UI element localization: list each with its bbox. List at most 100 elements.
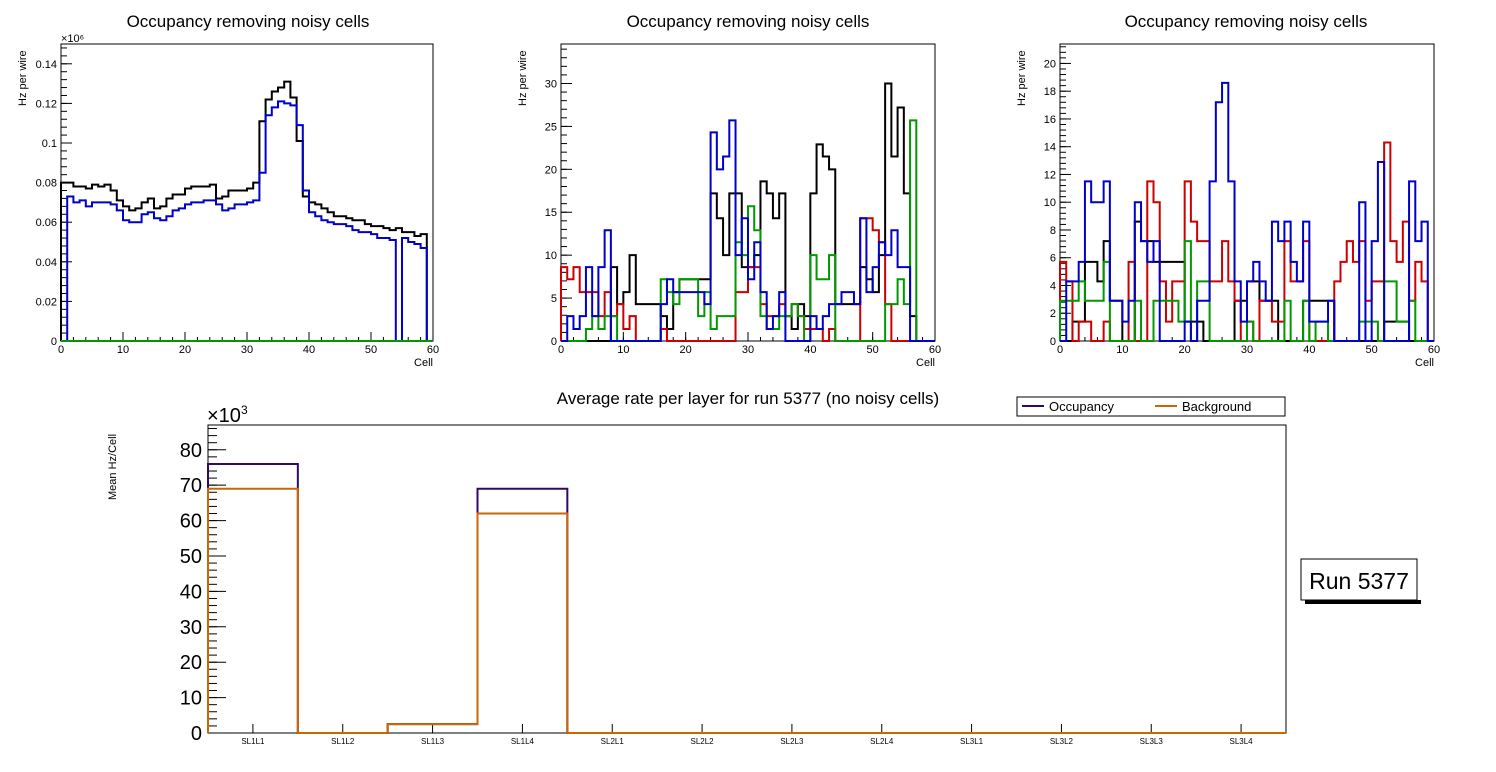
- x-category-label: SL1L1: [241, 737, 265, 746]
- x-tick-label: 30: [241, 344, 253, 356]
- x-tick-label: 10: [1116, 344, 1128, 356]
- x-category-label: SL1L2: [331, 737, 355, 746]
- y-tick-label: 14: [1044, 142, 1056, 154]
- x-tick-label: 10: [617, 344, 629, 356]
- panel-occupancy-3: Occupancy removing noisy cells Hz per wi…: [1016, 12, 1440, 369]
- y-tick-label: 20: [1044, 58, 1056, 70]
- legend-box: [1016, 396, 1286, 417]
- y-tick-label: 0: [191, 723, 202, 745]
- series-black: [60, 80, 433, 342]
- series-blue: [1060, 81, 1434, 342]
- series-green: [1059, 240, 1434, 342]
- x-axis-label: Cell: [414, 357, 433, 369]
- y-tick-label: 16: [1044, 114, 1056, 126]
- y-tick-label: 70: [180, 475, 202, 497]
- x-tick-label: 20: [179, 344, 191, 356]
- x-tick-label: 60: [929, 344, 941, 356]
- y-tick-label: 0.06: [36, 217, 57, 229]
- y-tick-label: 5: [551, 293, 557, 305]
- y-tick-label: 30: [180, 617, 202, 639]
- y-axis-label: Hz per wire: [1016, 50, 1028, 106]
- y-axis-label: Mean Hz/Cell: [107, 434, 119, 500]
- x-tick-label: 40: [1303, 344, 1315, 356]
- y-tick-label: 4: [1050, 280, 1056, 292]
- y-tick-label: 30: [545, 78, 557, 90]
- y-tick-label: 80: [180, 440, 202, 462]
- panel-occupancy-1: Occupancy removing noisy cells Hz per wi…: [17, 12, 439, 369]
- y-tick-label: 8: [1050, 225, 1056, 237]
- panel-average-rate: Average rate per layer for run 5377 (no …: [107, 389, 1421, 746]
- series-background: [207, 487, 1286, 734]
- x-category-label: SL2L1: [601, 737, 625, 746]
- run-label-frame: [1300, 558, 1418, 601]
- y-tick-label: 0: [1050, 336, 1056, 348]
- x-tick-label: 20: [680, 344, 692, 356]
- y-tick-label: 10: [180, 688, 202, 710]
- legend: Occupancy Background: [1016, 396, 1286, 417]
- x-tick-label: 60: [427, 344, 439, 356]
- y-tick-label: 0.14: [36, 59, 57, 71]
- chart-title: Occupancy removing noisy cells: [1125, 12, 1368, 31]
- panel-occupancy-2: Occupancy removing noisy cells Hz per wi…: [517, 12, 941, 369]
- y-tick-label: 20: [180, 652, 202, 674]
- x-axis-label: Cell: [1415, 357, 1434, 369]
- x-tick-label: 40: [804, 344, 816, 356]
- y-tick-label: 2: [1050, 308, 1056, 320]
- x-tick-label: 30: [1241, 344, 1253, 356]
- x-category-label: SL2L3: [780, 737, 804, 746]
- x-category-label: SL2L2: [691, 737, 715, 746]
- chart-title: Average rate per layer for run 5377 (no …: [557, 389, 939, 408]
- x-tick-label: 50: [1366, 344, 1378, 356]
- run-label: Run 5377: [1309, 568, 1409, 594]
- y-tick-label: 6: [1050, 253, 1056, 265]
- y-tick-label: 10: [545, 250, 557, 262]
- y-tick-label: 0.08: [36, 178, 57, 190]
- plot-frame: [207, 424, 1287, 734]
- x-category-label: SL3L2: [1050, 737, 1074, 746]
- legend-label-background: Background: [1182, 399, 1251, 414]
- x-category-label: SL1L4: [511, 737, 535, 746]
- run-label-shadow: [1305, 600, 1421, 604]
- series-blue: [561, 119, 935, 342]
- y-exponent-label: ×103: [207, 403, 248, 427]
- legend-label-occupancy: Occupancy: [1049, 399, 1115, 414]
- x-category-label: SL1L3: [421, 737, 445, 746]
- y-tick-label: 12: [1044, 169, 1056, 181]
- y-tick-label: 10: [1044, 197, 1056, 209]
- y-axis-label: Hz per wire: [517, 50, 529, 106]
- y-exponent-label: ×10⁶: [61, 33, 84, 45]
- x-tick-label: 50: [867, 344, 879, 356]
- y-tick-label: 0.02: [36, 296, 57, 308]
- x-tick-label: 10: [117, 344, 129, 356]
- x-tick-label: 50: [365, 344, 377, 356]
- y-tick-label: 0.04: [36, 257, 57, 269]
- y-tick-label: 50: [180, 546, 202, 568]
- y-tick-label: 18: [1044, 86, 1056, 98]
- y-tick-label: 0.12: [36, 98, 57, 110]
- series-blue: [61, 100, 433, 342]
- x-tick-label: 30: [742, 344, 754, 356]
- y-tick-label: 25: [545, 121, 557, 133]
- y-tick-label: 0: [551, 336, 557, 348]
- chart-title: Occupancy removing noisy cells: [627, 12, 870, 31]
- x-tick-label: 0: [1057, 344, 1063, 356]
- x-tick-label: 20: [1179, 344, 1191, 356]
- x-category-label: SL3L4: [1230, 737, 1254, 746]
- y-tick-label: 0.1: [42, 138, 57, 150]
- x-tick-label: 40: [303, 344, 315, 356]
- run-label-box: Run 5377: [1300, 558, 1421, 604]
- x-axis-label: Cell: [916, 357, 935, 369]
- y-axis-label: Hz per wire: [17, 50, 29, 106]
- y-tick-label: 60: [180, 511, 202, 533]
- x-category-label: SL3L1: [960, 737, 984, 746]
- x-category-label: SL3L3: [1140, 737, 1164, 746]
- y-tick-label: 15: [545, 207, 557, 219]
- x-tick-label: 60: [1428, 344, 1440, 356]
- y-tick-label: 40: [180, 581, 202, 603]
- x-tick-label: 0: [558, 344, 564, 356]
- x-tick-label: 0: [58, 344, 64, 356]
- series-occupancy: [207, 462, 1286, 734]
- x-category-label: SL2L4: [870, 737, 894, 746]
- y-tick-label: 20: [545, 164, 557, 176]
